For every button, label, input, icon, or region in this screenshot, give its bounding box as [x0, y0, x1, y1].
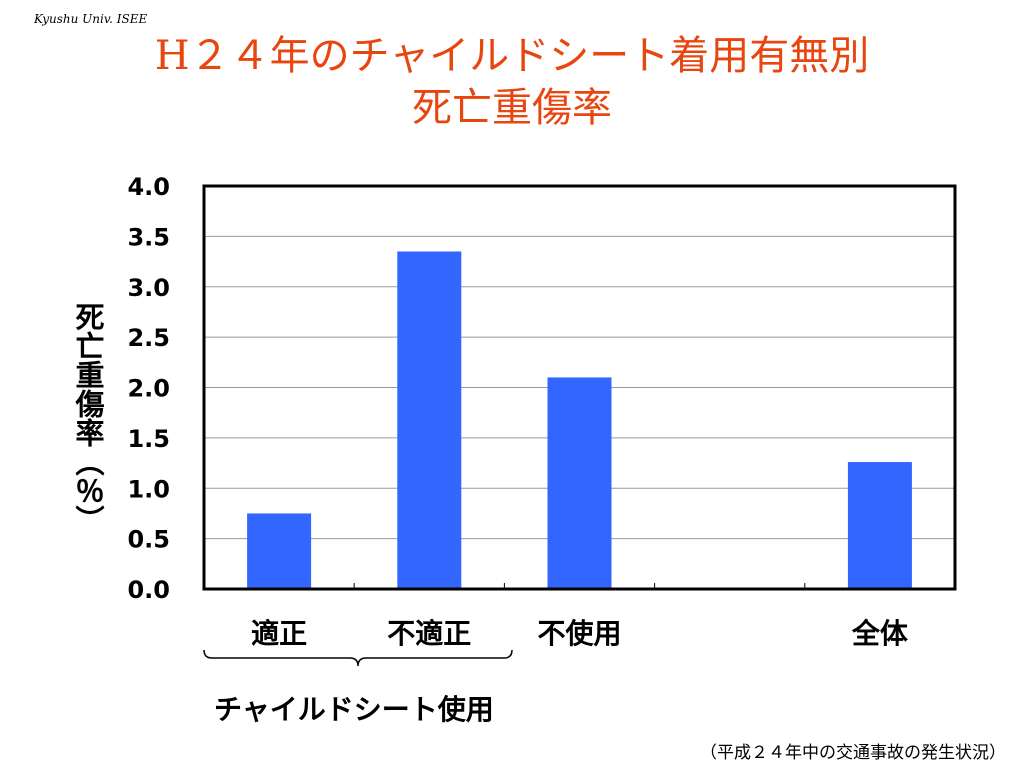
y-tick-label: 4.0 — [127, 173, 170, 201]
group-bracket-label: チャイルドシート使用 — [214, 693, 494, 726]
x-tick-labels: 適正 不適正 不使用 全体 — [251, 617, 909, 650]
y-axis-label: 死亡重傷率（％） — [71, 302, 105, 534]
chart-title-line2: 死亡重傷率 — [412, 85, 612, 131]
bar — [547, 377, 612, 589]
y-tick-label: 0.0 — [127, 576, 170, 604]
y-tick-label: 2.0 — [127, 375, 170, 403]
y-tick-label: 2.5 — [127, 324, 170, 352]
bar — [397, 251, 462, 590]
y-tick-labels: 0.0 0.5 1.0 1.5 2.0 2.5 3.0 3.5 4.0 — [127, 173, 170, 604]
bar — [247, 513, 312, 589]
y-tick-label: 3.0 — [127, 274, 170, 302]
watermark-text: Kyushu Univ. ISEE — [34, 12, 148, 26]
y-tick-label: 0.5 — [127, 526, 170, 554]
x-tick-label: 不使用 — [537, 617, 621, 650]
y-tick-label: 1.0 — [127, 475, 170, 503]
y-tick-label: 1.5 — [127, 425, 170, 453]
y-tick-label: 3.5 — [127, 223, 170, 251]
bars — [247, 251, 912, 590]
bar — [847, 462, 912, 589]
x-tick-label: 適正 — [251, 617, 307, 650]
x-axis-ticks — [353, 583, 806, 589]
source-note: （平成２４年中の交通事故の発生状況） — [700, 743, 1006, 763]
x-tick-label: 不適正 — [387, 617, 471, 650]
chart-title: H２４年のチャイルドシート着用有無別 死亡重傷率 — [0, 30, 1024, 134]
group-bracket — [203, 649, 513, 667]
x-tick-label: 全体 — [851, 617, 909, 650]
chart-title-line1: H２４年のチャイルドシート着用有無別 — [154, 33, 870, 79]
plot-frame — [202, 184, 957, 591]
